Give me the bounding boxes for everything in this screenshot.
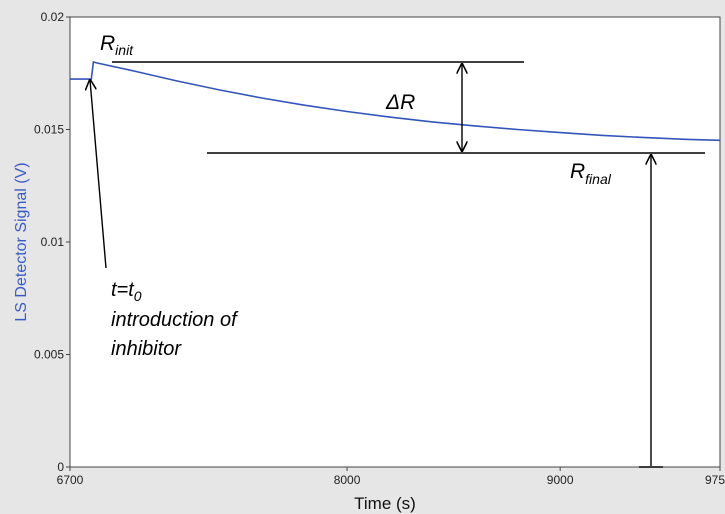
r-final-sub: final xyxy=(585,171,612,187)
x-axis-title: Time (s) xyxy=(354,494,416,513)
r-init-base: R xyxy=(100,32,115,55)
y-tick-label: 0.01 xyxy=(41,235,65,249)
y-axis-title: LS Detector Signal (V) xyxy=(13,162,30,321)
y-tick-label: 0.015 xyxy=(34,123,64,137)
t0-arrow xyxy=(90,80,107,269)
r-init-sub: init xyxy=(115,42,134,58)
x-tick-label: 975 xyxy=(705,473,725,487)
t0-label-line3: inhibitor xyxy=(111,338,182,360)
r-final-label: Rfinal xyxy=(570,160,612,187)
y-tick-label: 0.02 xyxy=(41,10,65,24)
x-axis-ticks: 6700 8000 9000 975 xyxy=(57,467,725,487)
r-init-label: Rinit xyxy=(100,32,134,58)
t0-sub: 0 xyxy=(134,288,142,304)
y-tick-label: 0.005 xyxy=(34,348,64,362)
plot-area xyxy=(69,16,721,468)
x-tick-label: 6700 xyxy=(57,473,84,487)
t0-prefix: t=t xyxy=(111,279,135,301)
t0-label-line2: introduction of xyxy=(111,309,239,331)
t0-label: t=t0 xyxy=(111,279,142,304)
y-axis-ticks: 0 0.005 0.01 0.015 0.02 xyxy=(34,10,70,474)
series-line xyxy=(70,60,721,142)
delta-r-label: ΔR xyxy=(385,91,415,114)
y-tick-label: 0 xyxy=(57,460,64,474)
annotation-lines xyxy=(90,61,705,468)
r-final-base: R xyxy=(570,160,585,183)
x-tick-label: 9000 xyxy=(547,473,574,487)
x-tick-label: 8000 xyxy=(334,473,361,487)
